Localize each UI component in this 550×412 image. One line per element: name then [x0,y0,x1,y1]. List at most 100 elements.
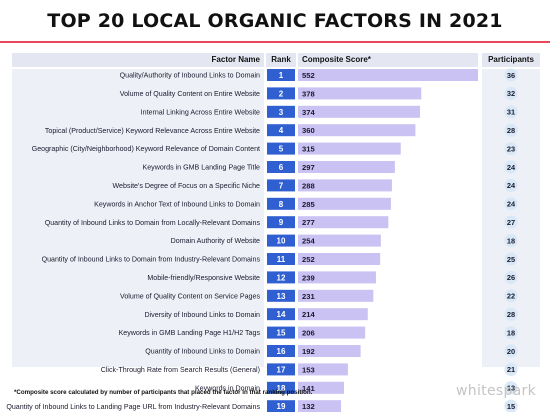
participant-badge [504,197,518,211]
factor-name-label: Quantity of Inbound Links to Domain from… [42,256,261,264]
score-bar [298,161,395,173]
score-bar [298,381,344,394]
rank-badge [267,400,295,412]
score-value-label: 297 [302,163,315,172]
participant-badge [504,326,518,340]
rank-label: 12 [277,273,286,282]
participant-badge [504,399,518,412]
rank-label: 11 [277,255,286,264]
rank-badge [267,381,295,394]
participants-label: 25 [507,255,515,264]
rank-badge [267,271,295,284]
participant-badge [504,252,518,266]
participant-badge [504,381,518,395]
participants-label: 18 [507,328,515,337]
score-value-label: 378 [302,89,315,98]
participants-label: 32 [507,89,515,98]
title-divider [0,41,550,43]
rank-label: 10 [277,237,286,246]
participant-badge [504,362,518,376]
score-bar [298,345,361,357]
score-value-label: 214 [302,310,315,319]
factor-name-label: Internal Linking Across Entire Website [141,108,260,116]
participants-label: 24 [507,163,516,172]
rank-label: 5 [279,145,284,154]
rank-label: 9 [279,218,284,227]
score-bar [298,216,389,229]
participant-badge [504,344,518,358]
rank-label: 4 [279,126,284,135]
score-value-label: 132 [302,402,315,411]
rank-badge [267,253,295,265]
participant-badge [504,123,518,137]
factor-name-label: Click-Through Rate from Search Results (… [101,366,260,374]
participants-label: 26 [507,273,515,282]
rank-label: 19 [277,402,286,411]
score-bar [298,271,376,284]
score-value-label: 231 [302,292,315,301]
rank-badge [267,345,295,357]
rank-label: 14 [277,310,286,319]
rank-badge [267,179,295,192]
participants-label: 28 [507,126,515,135]
participants-label: 21 [507,365,515,374]
rank-label: 6 [279,163,284,172]
rank-label: 3 [279,108,284,117]
participants-label: 24 [507,181,516,190]
factor-name-header: Factor Name [211,55,260,64]
score-value-label: 153 [302,365,315,374]
participant-badge [504,215,518,229]
rank-badge [267,363,295,376]
score-value-label: 552 [302,71,315,80]
score-bar [298,363,348,376]
score-value-label: 277 [302,218,315,227]
participants-label: 13 [507,384,515,393]
rank-header-bg [266,53,296,67]
score-bar [298,326,366,339]
rank-badge [267,161,295,173]
participants-label: 15 [507,402,515,411]
score-value-label: 206 [302,329,315,338]
participants-label: 20 [507,347,515,356]
participant-badge [504,270,518,284]
score-value-label: 285 [302,200,315,209]
score-value-label: 254 [302,237,315,246]
participant-badge [504,160,518,174]
factor-column-background [12,69,264,367]
rank-badge [267,308,295,321]
composite-score-header: Composite Score* [302,55,371,64]
brand-logo: whitespark [456,383,536,399]
rank-badge [267,326,295,339]
participants-label: 24 [507,200,516,209]
participants-label: 27 [507,218,515,227]
factor-name-label: Quantity of Inbound Links to Landing Pag… [6,403,260,411]
factor-name-label: Quantity of Inbound Links to Domain [145,348,260,356]
rank-badge [267,87,295,100]
rank-label: 1 [279,71,284,80]
participant-badge [504,289,518,303]
score-bar [298,105,420,118]
score-value-label: 360 [302,126,315,135]
score-value-label: 288 [302,181,315,190]
participants-label: 22 [507,292,515,301]
score-value-label: 252 [302,255,315,264]
footnote: *Composite score calculated by number of… [14,389,313,396]
participant-badge [504,68,518,82]
score-bar [298,124,416,137]
score-bar [298,400,342,412]
factor-name-label: Diversity of Inbound Links to Domain [144,311,260,319]
rank-label: 18 [277,384,286,393]
rank-label: 15 [277,329,286,338]
participants-label: 31 [507,108,515,117]
factor-name-label: Mobile-friendly/Responsive Website [147,274,260,282]
score-bar [298,234,381,247]
factor-name-label: Volume of Quality Content on Service Pag… [120,292,260,300]
participant-badge [504,86,518,100]
rank-badge [267,124,295,137]
rank-label: 2 [279,89,284,98]
rank-badge [267,197,295,210]
participants-label: 36 [507,71,515,80]
rank-label: 13 [277,292,286,301]
score-value-label: 374 [302,108,315,117]
